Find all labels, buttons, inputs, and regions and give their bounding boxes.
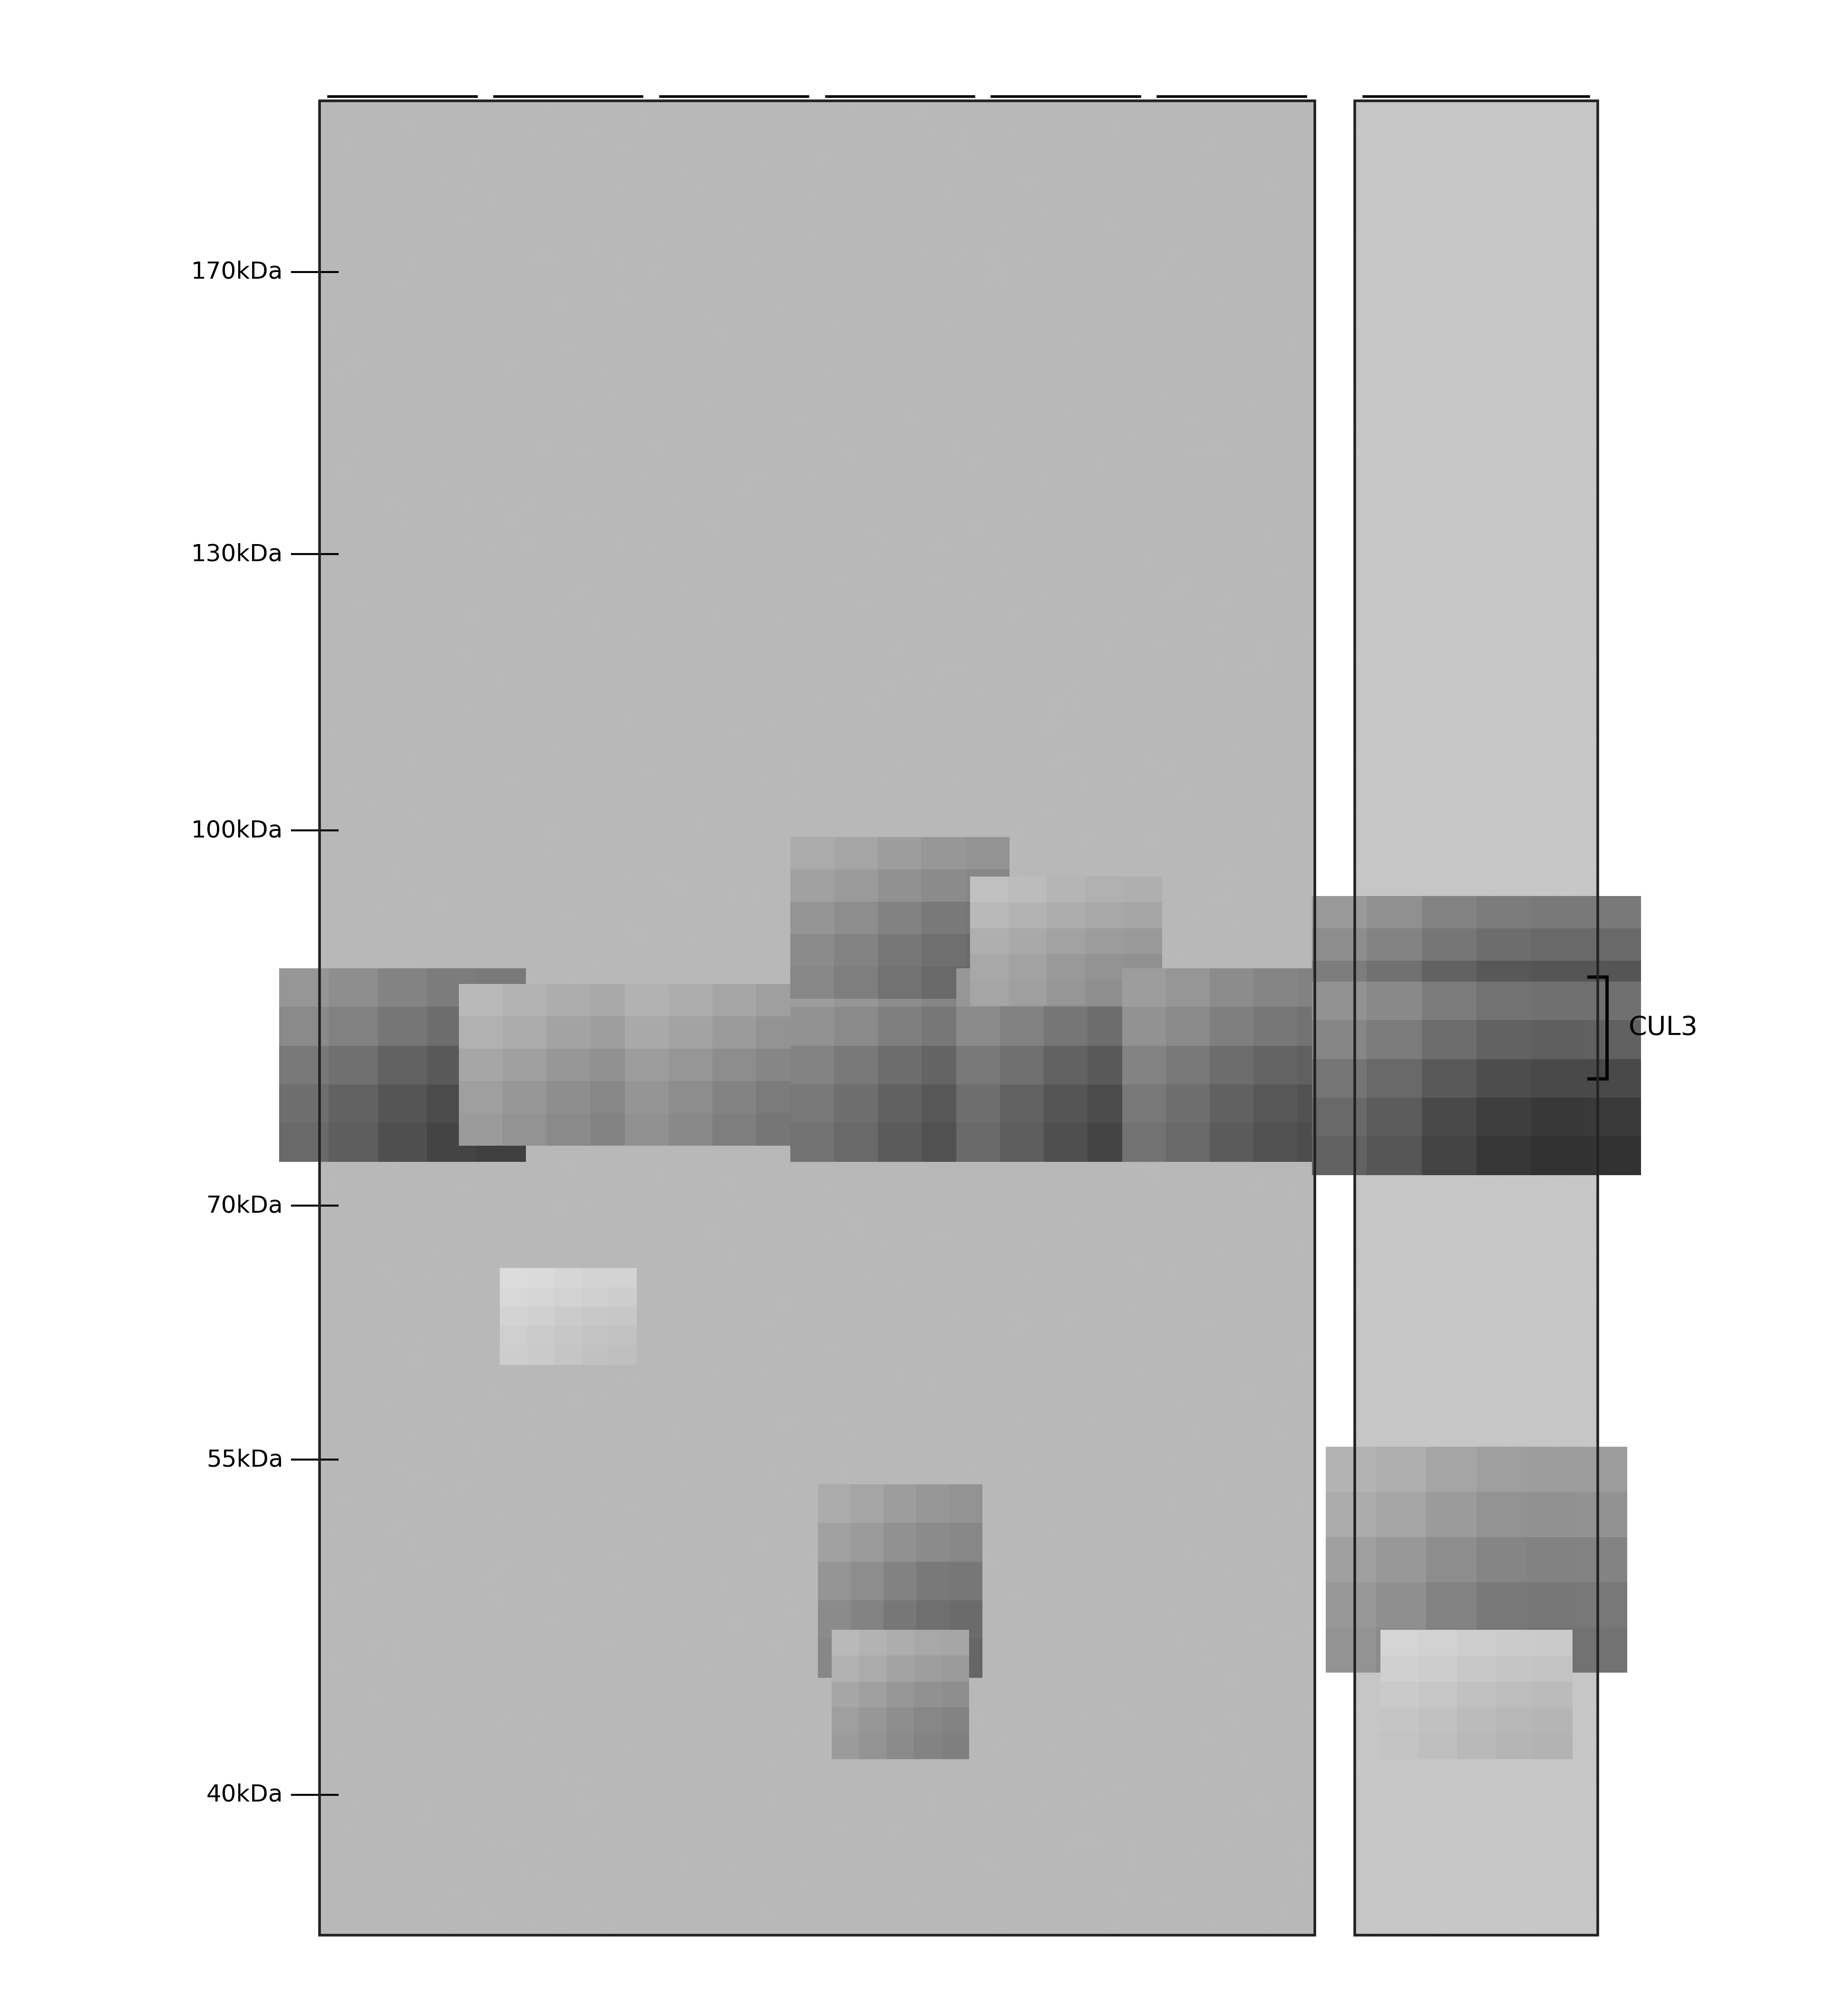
- Text: 170kDa: 170kDa: [192, 260, 283, 284]
- Bar: [1355, 101, 1598, 1935]
- Text: 55kDa: 55kDa: [206, 1447, 283, 1472]
- Bar: [320, 101, 1315, 1935]
- Text: 40kDa: 40kDa: [206, 1784, 283, 1806]
- Text: 100kDa: 100kDa: [192, 818, 283, 843]
- Text: CUL3: CUL3: [1629, 1014, 1698, 1040]
- Text: 130kDa: 130kDa: [192, 542, 283, 566]
- Bar: [1355, 101, 1598, 1935]
- Bar: [320, 101, 1315, 1935]
- Text: 70kDa: 70kDa: [206, 1193, 283, 1218]
